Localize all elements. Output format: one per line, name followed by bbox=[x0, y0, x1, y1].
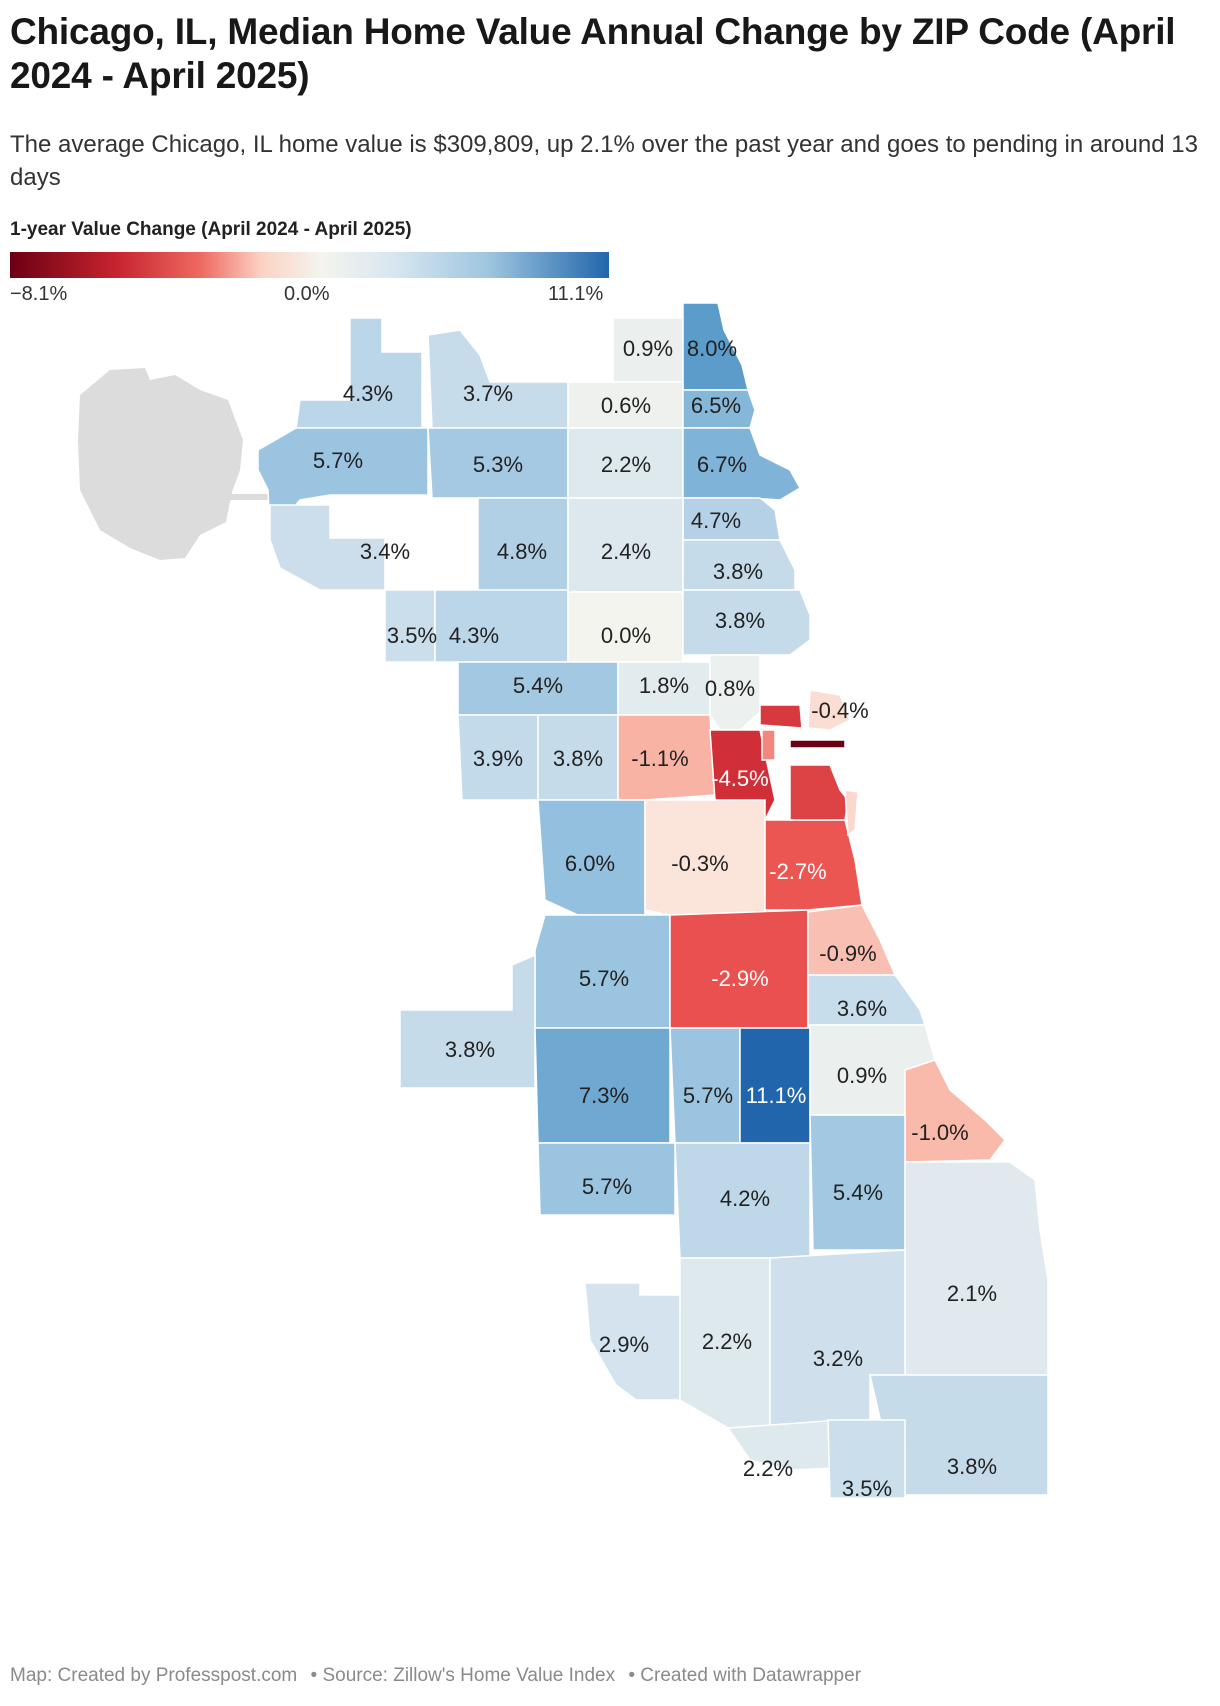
zip-region-47 bbox=[726, 1419, 841, 1471]
zip-label-23: 3.9% bbox=[473, 746, 523, 771]
zip-label-27: 6.0% bbox=[565, 851, 615, 876]
zip-region-2 bbox=[295, 317, 423, 429]
zip-label-21: 0.8% bbox=[705, 676, 755, 701]
zip-label-4: 0.6% bbox=[601, 393, 651, 418]
zip-label-12: 4.8% bbox=[497, 539, 547, 564]
zip-region-39 bbox=[904, 1059, 1006, 1163]
zip-label-42: 5.4% bbox=[833, 1180, 883, 1205]
zip-label-49: 3.5% bbox=[842, 1476, 892, 1501]
zip-region-49 bbox=[827, 1419, 906, 1499]
zip-label-31: -2.9% bbox=[711, 966, 768, 991]
zip-label-22: -0.4% bbox=[811, 698, 868, 723]
zip-region-22 bbox=[807, 689, 851, 731]
zip-region-40 bbox=[537, 1142, 676, 1216]
zip-region-25 bbox=[617, 714, 716, 801]
zip-label-0: 0.9% bbox=[623, 336, 673, 361]
chart-title: Chicago, IL, Median Home Value Annual Ch… bbox=[10, 11, 1176, 96]
footer-tool: • Created with Datawrapper bbox=[628, 1665, 862, 1686]
legend-max-label: 11.1% bbox=[548, 283, 604, 305]
zip-label-16: 4.3% bbox=[449, 623, 499, 648]
zip-label-44: 2.9% bbox=[599, 1332, 649, 1357]
zip-label-36: 5.7% bbox=[683, 1083, 733, 1108]
zip-region-32 bbox=[807, 904, 897, 976]
zip-label-10: 4.7% bbox=[691, 508, 741, 533]
zip-label-38: 0.9% bbox=[837, 1063, 887, 1088]
zip-label-9: 6.7% bbox=[697, 452, 747, 477]
zip-label-39: -1.0% bbox=[911, 1120, 968, 1145]
legend-min-label: −8.1% bbox=[10, 283, 68, 305]
zip-code-choropleth-map: 0.9% 8.0% 4.3% 3.7% 0.6% 6.5% 5.7% 5.3% 2.2% 6.7%… bbox=[78, 302, 1049, 1501]
no-data-region-ohare bbox=[78, 368, 243, 560]
zip-label-18: 3.8% bbox=[715, 608, 765, 633]
legend-color-scale bbox=[10, 252, 609, 278]
zip-label-29: -2.7% bbox=[769, 859, 826, 884]
zip-label-5: 6.5% bbox=[691, 393, 741, 418]
footer: Map: Created by Professpost.com • Source… bbox=[10, 1665, 869, 1687]
zip-label-14: 3.8% bbox=[713, 559, 763, 584]
zip-label-13: 2.4% bbox=[601, 539, 651, 564]
zip-label-30: 5.7% bbox=[579, 966, 629, 991]
zip-region-unlabeled-1 bbox=[789, 764, 849, 821]
footer-source: • Source: Zillow's Home Value Index bbox=[310, 1665, 616, 1686]
zip-region-unlabeled-2 bbox=[759, 704, 803, 729]
legend-mid-label: 0.0% bbox=[284, 283, 330, 305]
zip-label-45: 2.2% bbox=[702, 1329, 752, 1354]
zip-label-47: 2.2% bbox=[743, 1456, 793, 1481]
chart-subtitle: The average Chicago, IL home value is $3… bbox=[10, 131, 1198, 191]
zip-label-32: -0.9% bbox=[819, 941, 876, 966]
zip-region-unlabeled-0 bbox=[789, 739, 846, 749]
zip-label-6: 5.7% bbox=[313, 448, 363, 473]
zip-region-26 bbox=[709, 729, 776, 821]
zip-label-19: 5.4% bbox=[513, 673, 563, 698]
zip-region-unlabeled-4 bbox=[844, 789, 859, 837]
zip-region-33 bbox=[807, 974, 927, 1026]
zip-label-20: 1.8% bbox=[639, 673, 689, 698]
zip-label-2: 4.3% bbox=[343, 381, 393, 406]
legend-title: 1-year Value Change (April 2024 - April … bbox=[10, 219, 412, 240]
zip-region-5 bbox=[682, 389, 756, 429]
zip-label-25: -1.1% bbox=[631, 746, 688, 771]
zip-label-17: 0.0% bbox=[601, 623, 651, 648]
zip-label-33: 3.6% bbox=[837, 996, 887, 1021]
zip-region-18 bbox=[682, 589, 811, 656]
zip-label-34: 3.8% bbox=[445, 1037, 495, 1062]
zip-label-28: -0.3% bbox=[671, 851, 728, 876]
zip-label-46: 3.2% bbox=[813, 1346, 863, 1371]
zip-label-7: 5.3% bbox=[473, 452, 523, 477]
zip-region-3 bbox=[427, 329, 569, 429]
zip-label-3: 3.7% bbox=[463, 381, 513, 406]
zip-label-37: 11.1% bbox=[746, 1083, 807, 1108]
zip-label-1: 8.0% bbox=[687, 336, 737, 361]
zip-label-11: 3.4% bbox=[360, 539, 410, 564]
footer-credit: Map: Created by Professpost.com bbox=[10, 1665, 298, 1686]
zip-label-15: 3.5% bbox=[387, 623, 437, 648]
zip-label-40: 5.7% bbox=[582, 1174, 632, 1199]
zip-region-unlabeled-3 bbox=[761, 729, 776, 761]
zip-region-34 bbox=[399, 953, 536, 1089]
zip-label-48: 3.8% bbox=[947, 1454, 997, 1479]
zip-label-41: 4.2% bbox=[720, 1186, 770, 1211]
zip-label-24: 3.8% bbox=[553, 746, 603, 771]
zip-label-26: -4.5% bbox=[711, 766, 768, 791]
zip-region-14 bbox=[682, 539, 796, 591]
zip-label-35: 7.3% bbox=[579, 1083, 629, 1108]
zip-label-8: 2.2% bbox=[601, 452, 651, 477]
zip-label-43: 2.1% bbox=[947, 1281, 997, 1306]
